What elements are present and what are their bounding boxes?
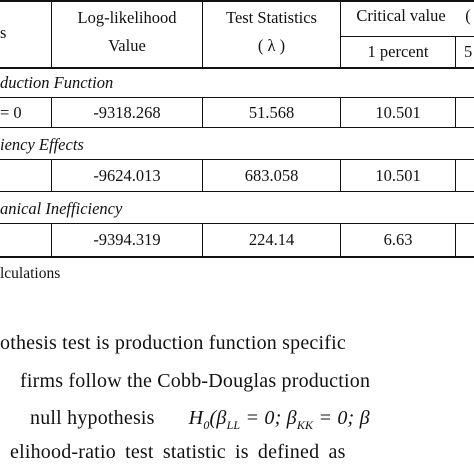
row1-rule [0, 127, 474, 128]
header-log-likelihood-line1: Log-likelihood [77, 8, 177, 27]
table-source-note: lculations [0, 265, 61, 282]
section-title-mechanical-inefficiency: anical Inefficiency [0, 199, 123, 218]
row2-critical-1pct: 10.501 [375, 166, 421, 185]
row2-rule-a [51, 159, 52, 191]
col-rule-2 [202, 0, 203, 67]
row3-hypothesis [0, 229, 50, 251]
row3-rule-d [455, 223, 456, 256]
col-rule-4 [455, 36, 456, 67]
row1-test-statistic: 51.568 [248, 103, 295, 122]
section3-rule [0, 223, 474, 224]
col-rule-3 [340, 0, 341, 67]
row3-rule-c [340, 223, 341, 256]
section1-rule [0, 97, 474, 98]
paragraph-line-4: elihood-ratio test statistic is defined … [10, 441, 346, 463]
header-test-statistic-line2: ( λ ) [257, 36, 286, 55]
row2-test-statistic: 683.058 [244, 166, 299, 185]
table-top-rule [0, 0, 474, 2]
critical-value-subrule [340, 36, 474, 37]
paragraph-line-3-text: null hypothesis [30, 407, 155, 429]
row1-rule-b [202, 97, 203, 127]
header-test-statistic-line1: Test Statistics [226, 8, 317, 27]
row3-test-statistic: 224.14 [248, 230, 295, 249]
header-critical-value-open-paren: ( [465, 6, 471, 25]
header-hypothesis: s [0, 23, 7, 42]
section2-rule [0, 159, 474, 160]
header-log-likelihood-line2: Value [108, 36, 146, 55]
section-title-efficiency-effects: iency Effects [0, 135, 84, 154]
header-bottom-rule [0, 67, 474, 69]
paragraph-line-2: firms follow the Cobb-Douglas production [20, 370, 371, 392]
row3-rule-a [51, 223, 52, 256]
header-critical-value: Critical value [356, 6, 446, 25]
row2-rule-d [455, 159, 456, 191]
paragraph-line-1: othesis test is production function spec… [0, 332, 346, 354]
row1-critical-1pct: 10.501 [375, 103, 421, 122]
row1-rule-c [340, 97, 341, 127]
row2-rule [0, 191, 474, 192]
paragraph-line-3: null hypothesis H0(βLL = 0; βKK = 0; β [30, 406, 370, 437]
row1-rule-d [455, 97, 456, 127]
row1-log-likelihood: -9318.268 [93, 103, 161, 122]
null-hypothesis-formula: H0(βLL = 0; βKK = 0; β [188, 407, 370, 432]
row2-log-likelihood: -9624.013 [93, 166, 161, 185]
row3-critical-1pct: 6.63 [383, 230, 413, 249]
table-bottom-rule [0, 256, 474, 258]
col-rule-1 [51, 0, 52, 67]
row2-rule-b [202, 159, 203, 191]
row3-log-likelihood: -9394.319 [93, 230, 161, 249]
row2-rule-c [340, 159, 341, 191]
row1-rule-a [51, 97, 52, 127]
section-title-production-function: duction Function [0, 73, 114, 92]
header-five-percent: 5 [464, 42, 473, 61]
row1-hypothesis: = 0 [0, 103, 22, 122]
row2-hypothesis [0, 165, 50, 187]
header-one-percent: 1 percent [367, 42, 429, 61]
row3-rule-b [202, 223, 203, 256]
